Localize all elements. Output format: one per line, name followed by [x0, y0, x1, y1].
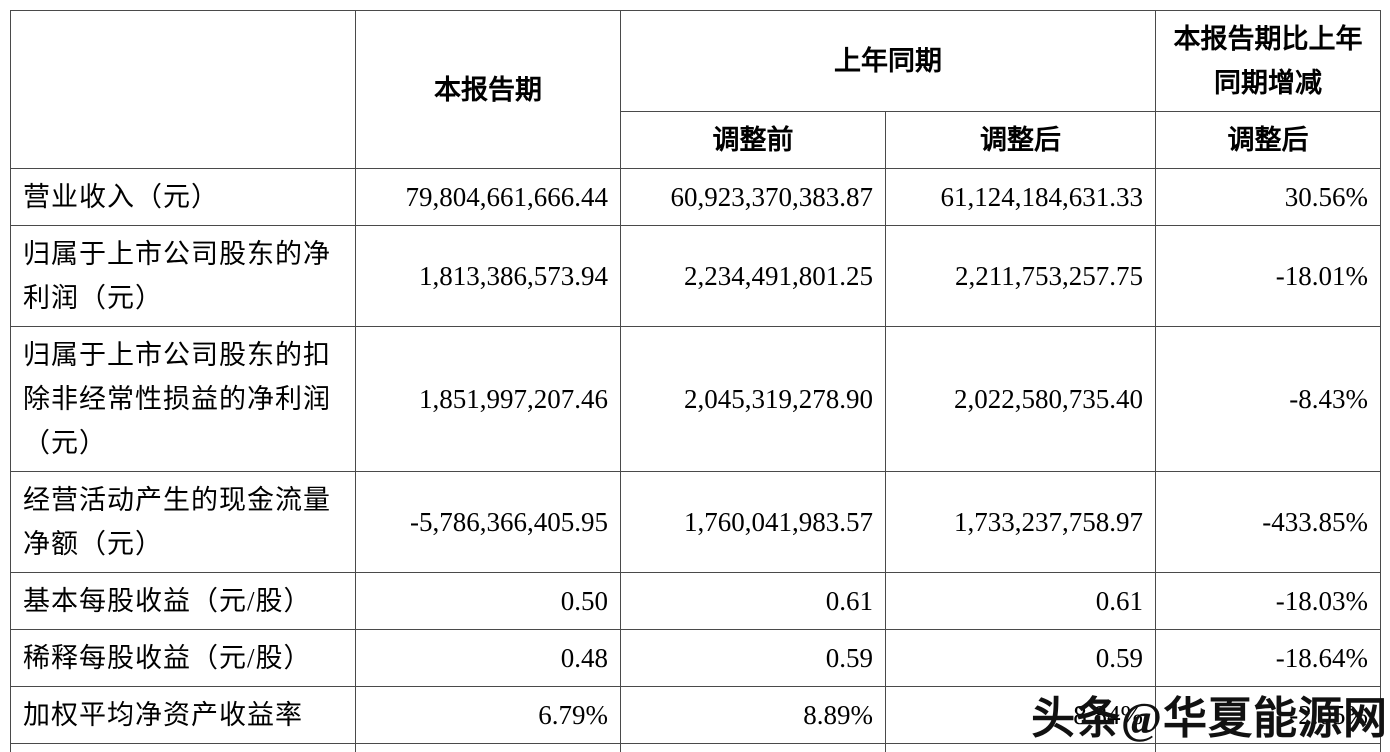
header-row-1: 本报告期 上年同期 本报告期比上年同期增减	[10, 10, 1381, 169]
table-row-basic-eps: 基本每股收益（元/股） 0.50 0.61 0.61 -18.03%	[10, 572, 1381, 630]
cell-prior-before: 2,045,319,278.90	[620, 326, 886, 472]
cell-current: 1,851,997,207.46	[355, 326, 621, 472]
cell-change: -18.03%	[1155, 572, 1381, 630]
table-row-net-profit: 归属于上市公司股东的净利润（元） 1,813,386,573.94 2,234,…	[10, 225, 1381, 327]
cell-prior-before: 8.89%	[620, 686, 886, 744]
cell-current: 0.50	[355, 572, 621, 630]
cell-prior-before	[620, 743, 886, 752]
cell-prior-after: 0.59	[885, 629, 1156, 687]
header-change-after-adjustment: 调整后	[1155, 111, 1381, 169]
cell-change: -18.01%	[1155, 225, 1381, 327]
cell-prior-after: 0.61	[885, 572, 1156, 630]
cell-current	[355, 743, 621, 752]
cell-change: -433.85%	[1155, 471, 1381, 573]
cell-current: 1,813,386,573.94	[355, 225, 621, 327]
row-label: 稀释每股收益（元/股）	[10, 629, 356, 687]
cell-prior-after: 61,124,184,631.33	[885, 168, 1156, 226]
cell-current: 0.48	[355, 629, 621, 687]
cell-change: 30.56%	[1155, 168, 1381, 226]
row-label: 经营活动产生的现金流量净额（元）	[10, 471, 356, 573]
cell-prior-before: 60,923,370,383.87	[620, 168, 886, 226]
cell-current: 6.79%	[355, 686, 621, 744]
cell-prior-before: 0.59	[620, 629, 886, 687]
table-row-partial-clipped	[10, 743, 1381, 752]
cell-prior-after: 1,733,237,758.97	[885, 471, 1156, 573]
cell-current: -5,786,366,405.95	[355, 471, 621, 573]
header-row-2: 调整前 调整后 调整后	[11, 111, 1381, 169]
header-before-adjustment: 调整前	[620, 111, 886, 169]
cell-prior-before: 0.61	[620, 572, 886, 630]
cell-change	[1155, 743, 1381, 752]
row-label	[10, 743, 356, 752]
header-empty-cell	[10, 10, 356, 169]
header-change: 本报告期比上年同期增减	[1155, 10, 1381, 112]
cell-prior-before: 2,234,491,801.25	[620, 225, 886, 327]
row-label: 基本每股收益（元/股）	[10, 572, 356, 630]
table-row-net-profit-excl-nonrecurring: 归属于上市公司股东的扣除非经常性损益的净利润（元） 1,851,997,207.…	[10, 326, 1381, 472]
table-row-operating-cash-flow: 经营活动产生的现金流量净额（元） -5,786,366,405.95 1,760…	[10, 471, 1381, 573]
header-prior-period: 上年同期	[620, 10, 1156, 112]
row-label: 加权平均净资产收益率	[10, 686, 356, 744]
row-label: 归属于上市公司股东的扣除非经常性损益的净利润（元）	[10, 326, 356, 472]
cell-current: 79,804,661,666.44	[355, 168, 621, 226]
row-label: 归属于上市公司股东的净利润（元）	[10, 225, 356, 327]
cell-prior-before: 1,760,041,983.57	[620, 471, 886, 573]
header-after-adjustment: 调整后	[885, 111, 1156, 169]
cell-change: -8.43%	[1155, 326, 1381, 472]
financial-results-table: 本报告期 上年同期 本报告期比上年同期增减 调整前 调整后 调整后 营业收入（元…	[10, 10, 1381, 752]
table-row-revenue: 营业收入（元） 79,804,661,666.44 60,923,370,383…	[10, 168, 1381, 226]
row-label: 营业收入（元）	[10, 168, 356, 226]
watermark-text: 头条@华夏能源网	[1031, 694, 1388, 743]
table-row-diluted-eps: 稀释每股收益（元/股） 0.48 0.59 0.59 -18.64%	[10, 629, 1381, 687]
header-current-period: 本报告期	[355, 10, 621, 169]
cell-change: -18.64%	[1155, 629, 1381, 687]
cell-prior-after: 2,211,753,257.75	[885, 225, 1156, 327]
cell-prior-after: 2,022,580,735.40	[885, 326, 1156, 472]
